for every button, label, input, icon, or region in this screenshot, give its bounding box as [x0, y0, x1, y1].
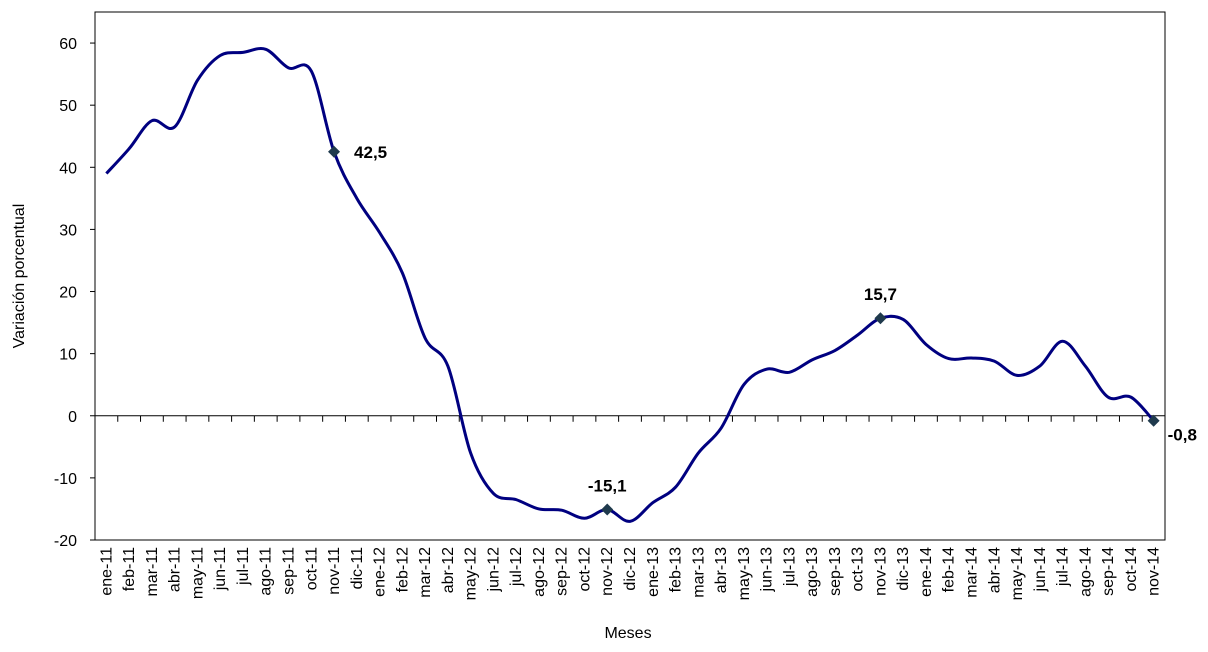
- x-tick-label: sep-13: [827, 547, 844, 596]
- x-tick-label: ago-12: [531, 547, 548, 597]
- x-tick-label: ene-12: [372, 547, 389, 597]
- x-tick-label: abr-13: [713, 547, 730, 593]
- x-tick-label: sep-11: [281, 547, 298, 595]
- y-tick-label: -10: [54, 471, 77, 488]
- y-tick-label: 30: [59, 222, 77, 239]
- x-tick-label: ene-13: [645, 547, 662, 597]
- plot-frame: [94, 11, 1166, 541]
- marker: [1147, 414, 1160, 427]
- line: [105, 47, 1155, 523]
- x-tick-label: nov-13: [872, 547, 889, 596]
- data-label: -0,8: [1168, 426, 1197, 445]
- x-axis-title: Meses: [604, 625, 651, 642]
- x-tick-label: dic-13: [895, 547, 912, 591]
- x-tick-label: jul-11: [235, 547, 252, 586]
- x-tick-label: ago-13: [804, 547, 821, 597]
- data-label: 15,7: [864, 285, 897, 304]
- x-tick-label: ene-11: [98, 547, 115, 596]
- x-tick-label: oct-14: [1123, 547, 1140, 592]
- y-tick-label: 20: [59, 285, 77, 302]
- x-tick-label: jun-11: [212, 547, 229, 591]
- x-tick-label: oct-12: [576, 547, 593, 592]
- x-tick-label: feb-11: [121, 547, 138, 591]
- y-tick-label: 50: [59, 98, 77, 115]
- y-tick-label: 10: [59, 347, 77, 364]
- x-tick-label: dic-11: [349, 547, 366, 589]
- x-tick-label: jul-13: [781, 547, 798, 587]
- x-tick-label: nov-11: [326, 547, 343, 595]
- x-tick-label: mar-13: [690, 547, 707, 598]
- x-tick-label: nov-14: [1146, 547, 1163, 596]
- data-label: -15,1: [588, 477, 627, 496]
- x-tick-label: ago-11: [258, 547, 275, 596]
- x-tick-label: oct-13: [850, 547, 867, 592]
- x-tick-label: ago-14: [1077, 547, 1094, 597]
- x-tick-label: jun-12: [485, 547, 502, 593]
- x-tick-label: may-12: [463, 547, 480, 600]
- x-tick-label: mar-12: [417, 547, 434, 598]
- x-tick-label: feb-14: [941, 547, 958, 592]
- y-tick-label: 40: [59, 160, 77, 177]
- x-tick-label: may-14: [1009, 547, 1026, 600]
- marker: [601, 503, 614, 516]
- x-tick-label: sep-12: [554, 547, 571, 596]
- x-tick-label: mar-14: [963, 547, 980, 598]
- x-tick-label: mar-11: [144, 547, 161, 597]
- x-tick-label: abr-11: [167, 547, 184, 592]
- x-tick-label: may-11: [189, 547, 206, 599]
- y-axis-title: Variación porcentual: [11, 204, 28, 349]
- x-tick-label: oct-11: [303, 547, 320, 590]
- y-tick-label: 60: [59, 36, 77, 53]
- marker: [874, 312, 887, 325]
- x-tick-label: ene-14: [918, 547, 935, 597]
- y-tick-label: 0: [68, 409, 77, 426]
- x-tick-label: dic-12: [622, 547, 639, 591]
- data-label: 42,5: [354, 143, 387, 162]
- x-tick-label: jun-14: [1032, 547, 1049, 593]
- x-tick-label: may-13: [736, 547, 753, 600]
- x-tick-label: jul-14: [1055, 547, 1072, 587]
- x-tick-label: jul-12: [508, 547, 525, 587]
- x-tick-label: feb-12: [394, 547, 411, 592]
- marker: [328, 145, 341, 158]
- x-tick-label: nov-12: [599, 547, 616, 596]
- x-tick-label: abr-12: [440, 547, 457, 593]
- x-tick-label: abr-14: [986, 547, 1003, 593]
- x-tick-label: jun-13: [759, 547, 776, 593]
- x-tick-label: feb-13: [668, 547, 685, 592]
- x-tick-label: sep-14: [1100, 547, 1117, 596]
- y-tick-label: -20: [54, 533, 77, 550]
